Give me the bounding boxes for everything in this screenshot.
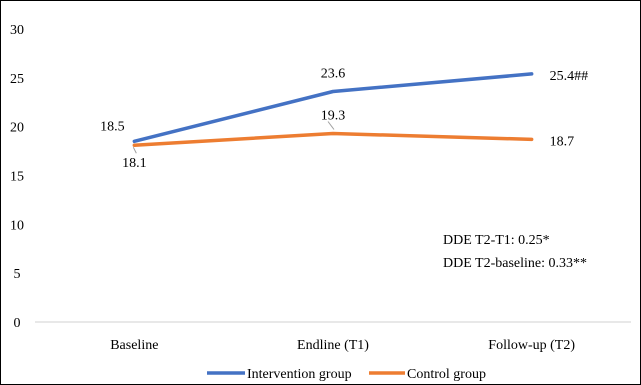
series-line-control bbox=[132, 131, 534, 147]
x-tick-label: Baseline bbox=[110, 338, 158, 353]
data-label: 18.5 bbox=[100, 119, 125, 134]
y-axis-ticks: 0 5 10 15 20 25 30 bbox=[10, 23, 24, 331]
label-leader-line bbox=[327, 121, 335, 130]
data-label: 18.7 bbox=[550, 134, 575, 149]
y-tick-label: 10 bbox=[10, 218, 24, 233]
y-tick-label: 25 bbox=[10, 72, 24, 87]
legend-label: Control group bbox=[407, 367, 486, 382]
legend-label: Intervention group bbox=[247, 367, 352, 382]
y-tick-label: 5 bbox=[14, 267, 21, 282]
annotations: DDE T2-T1: 0.25* DDE T2-baseline: 0.33** bbox=[443, 233, 587, 271]
y-tick-label: 20 bbox=[10, 121, 24, 136]
data-labels: 18.5 23.6 25.4## 18.1 19.3 18.7 bbox=[100, 67, 588, 172]
x-tick-label: Follow-up (T2) bbox=[488, 338, 575, 353]
x-tick-label: Endline (T1) bbox=[297, 338, 369, 353]
data-label: 23.6 bbox=[321, 67, 346, 82]
y-tick-label: 0 bbox=[14, 316, 21, 331]
x-axis-ticks: Baseline Endline (T1) Follow-up (T2) bbox=[110, 338, 575, 353]
series-line-intervention bbox=[132, 72, 534, 144]
data-label: 19.3 bbox=[321, 109, 346, 124]
y-tick-label: 15 bbox=[10, 170, 24, 185]
series-layer bbox=[132, 72, 534, 147]
y-tick-label: 30 bbox=[10, 23, 24, 38]
data-label: 18.1 bbox=[122, 156, 147, 171]
annotation-text: DDE T2-baseline: 0.33** bbox=[443, 256, 587, 271]
annotation-text: DDE T2-T1: 0.25* bbox=[443, 233, 550, 248]
data-label: 25.4## bbox=[550, 69, 589, 84]
label-leader-line bbox=[132, 146, 137, 154]
legend: Intervention group Control group bbox=[207, 367, 486, 382]
